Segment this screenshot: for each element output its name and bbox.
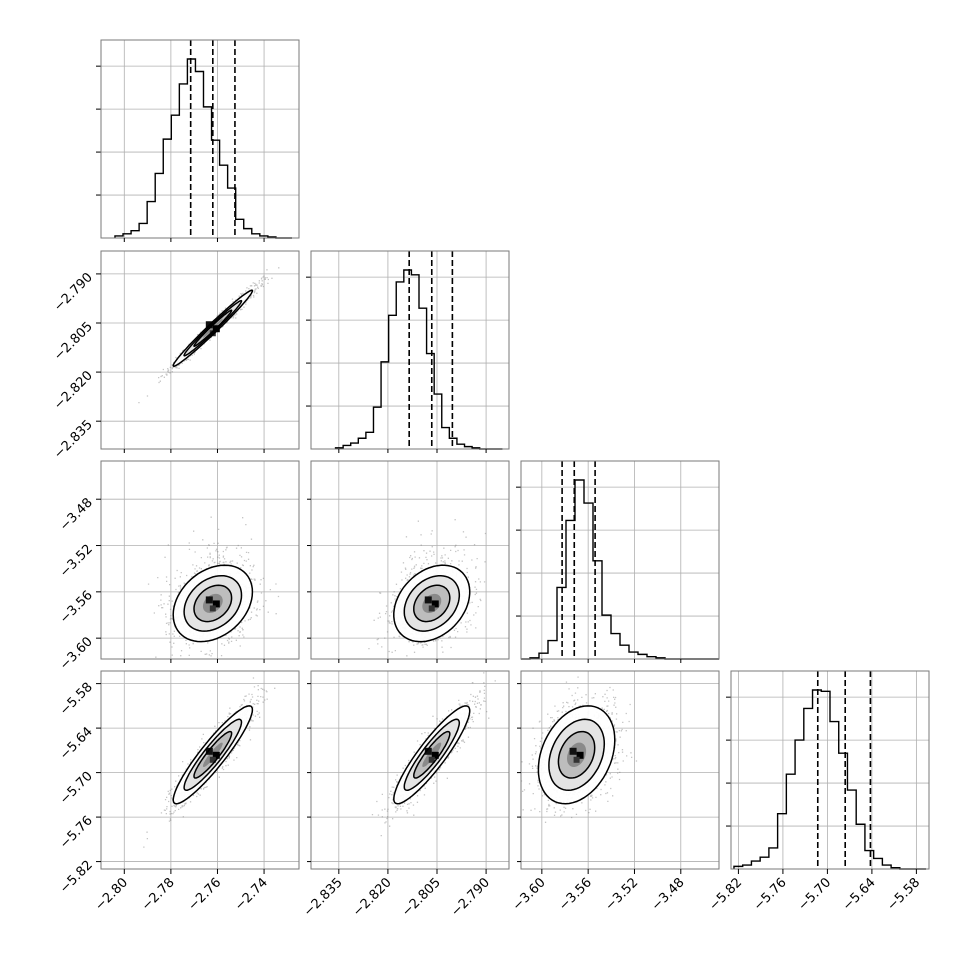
y-tick-label: −2.835 bbox=[51, 417, 96, 462]
y-tick-label: −5.82 bbox=[57, 858, 96, 897]
panel-content bbox=[147, 516, 280, 658]
y-tick-label: −2.820 bbox=[51, 368, 96, 413]
contour-line bbox=[537, 705, 616, 805]
density-peak bbox=[576, 751, 584, 759]
contour-line bbox=[193, 309, 233, 348]
histogram-step bbox=[334, 269, 503, 450]
x-tick-label: −3.60 bbox=[510, 875, 549, 914]
x-tick-label: −2.76 bbox=[186, 875, 225, 914]
density-fill bbox=[422, 742, 442, 767]
x-tick-label: −2.790 bbox=[448, 875, 493, 920]
density-peak bbox=[431, 751, 439, 759]
density-peak bbox=[424, 596, 432, 604]
panel-content bbox=[371, 672, 496, 837]
contour-line bbox=[548, 718, 606, 792]
x-tick-label: −2.835 bbox=[301, 875, 346, 920]
y-tick-label: −3.60 bbox=[57, 634, 96, 673]
scatter-panel-1-2 bbox=[310, 460, 510, 660]
density-peak bbox=[428, 605, 435, 612]
contour-line bbox=[557, 730, 596, 779]
contour-line bbox=[393, 564, 471, 643]
contour-line bbox=[183, 299, 243, 357]
panel-background bbox=[101, 40, 299, 238]
x-tick-label: −3.52 bbox=[603, 875, 642, 914]
contour-line bbox=[193, 730, 233, 779]
y-tick-label: −3.48 bbox=[57, 495, 96, 534]
panel-frame bbox=[310, 670, 510, 870]
contour-line bbox=[193, 584, 233, 623]
contour-line bbox=[403, 574, 461, 632]
scatter-panel-0-1 bbox=[100, 250, 300, 450]
x-tick-label: −5.70 bbox=[795, 875, 834, 914]
density-peak bbox=[424, 747, 432, 755]
scatter-panel-1-3 bbox=[310, 670, 510, 870]
contour-line bbox=[172, 564, 254, 643]
y-tick-label: −5.76 bbox=[57, 813, 96, 852]
y-tick-label: −5.70 bbox=[57, 769, 96, 808]
panel-frame bbox=[520, 460, 720, 660]
x-tick-label: −5.82 bbox=[706, 875, 745, 914]
density-fill bbox=[202, 742, 223, 767]
panel-frame bbox=[100, 670, 300, 870]
x-tick-label: −2.80 bbox=[92, 875, 131, 914]
panel-frame bbox=[730, 670, 930, 870]
density-peak bbox=[209, 605, 216, 612]
density-peak bbox=[428, 756, 435, 763]
histogram-panel-2 bbox=[516, 460, 720, 660]
x-tick-label: −2.820 bbox=[350, 875, 395, 920]
panel-background bbox=[311, 251, 509, 449]
x-tick-label: −2.74 bbox=[232, 875, 271, 914]
y-tick-label: −3.52 bbox=[57, 542, 96, 581]
contour-line bbox=[172, 705, 254, 805]
contour-line bbox=[393, 705, 471, 805]
density-peak bbox=[209, 756, 216, 763]
y-tick-label: −5.64 bbox=[57, 724, 96, 763]
panel-content bbox=[138, 267, 280, 404]
density-peak bbox=[573, 756, 580, 763]
panel-frame bbox=[310, 250, 510, 450]
panel-frame bbox=[100, 460, 300, 660]
histogram-panel-1 bbox=[306, 250, 510, 450]
panel-background bbox=[521, 461, 719, 659]
scatter-panel-2-3 bbox=[520, 670, 720, 870]
x-tick-label: −5.76 bbox=[751, 875, 790, 914]
histogram-step bbox=[733, 689, 927, 870]
panel-content bbox=[521, 676, 638, 823]
density-peak bbox=[212, 600, 220, 608]
x-tick-label: −5.64 bbox=[840, 875, 879, 914]
x-tick-label: −2.805 bbox=[399, 875, 444, 920]
panel-content bbox=[143, 677, 276, 848]
contour-line bbox=[413, 730, 451, 779]
x-tick-label: −5.58 bbox=[884, 875, 923, 914]
density-peak bbox=[205, 747, 213, 755]
x-tick-label: −2.78 bbox=[139, 875, 178, 914]
histogram-step bbox=[114, 58, 293, 239]
x-tick-label: −3.48 bbox=[649, 875, 688, 914]
density-peak bbox=[569, 747, 577, 755]
contour-line bbox=[183, 718, 243, 792]
y-tick-label: −2.790 bbox=[51, 270, 96, 315]
y-tick-label: −5.58 bbox=[57, 680, 96, 719]
histogram-panel-3 bbox=[726, 670, 930, 870]
density-peak bbox=[205, 596, 213, 604]
density-peak bbox=[212, 751, 220, 759]
scatter-panel-0-3 bbox=[100, 670, 300, 870]
contour-line bbox=[413, 584, 451, 623]
y-tick-label: −3.56 bbox=[57, 588, 96, 627]
panel-frame bbox=[100, 39, 300, 239]
panel-content bbox=[368, 519, 487, 659]
density-peak bbox=[431, 600, 439, 608]
x-tick-label: −3.56 bbox=[556, 875, 595, 914]
scatter-panel-0-2 bbox=[100, 460, 300, 660]
panel-frame bbox=[520, 670, 720, 870]
contour-line bbox=[183, 574, 243, 632]
panel-frame bbox=[100, 250, 300, 450]
histogram-panel-0 bbox=[96, 39, 300, 239]
contour-line bbox=[403, 718, 461, 792]
contour-line bbox=[172, 289, 254, 367]
y-tick-label: −2.805 bbox=[51, 319, 96, 364]
panel-background bbox=[101, 251, 299, 449]
panel-frame bbox=[310, 460, 510, 660]
